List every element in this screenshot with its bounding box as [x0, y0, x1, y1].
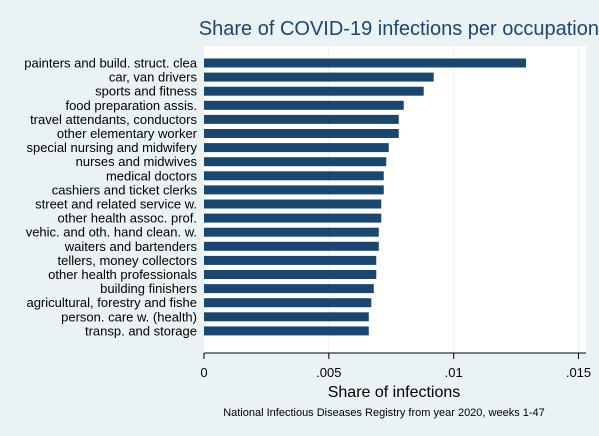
category-label: sports and fitness	[95, 84, 197, 99]
bar	[204, 185, 384, 195]
category-label: waiters and bartenders	[64, 239, 198, 254]
bar	[204, 58, 527, 68]
category-label: nurses and midwives	[76, 154, 198, 169]
category-label: cashiers and ticket clerks	[52, 182, 198, 197]
bar	[204, 171, 384, 181]
category-label: other health professionals	[48, 267, 197, 282]
category-label: agricultural, forestry and fishe	[26, 295, 197, 310]
category-label: tellers, money collectors	[58, 253, 198, 268]
bar	[204, 326, 369, 336]
x-tick-label: .005	[316, 365, 341, 380]
bar	[204, 72, 434, 82]
category-label: person. care w. (health)	[61, 309, 197, 324]
x-tick-label: .01	[445, 365, 463, 380]
x-tick-label: 0	[200, 365, 207, 380]
bar	[204, 255, 377, 265]
chart-note: National Infectious Diseases Registry fr…	[223, 407, 545, 419]
bar	[204, 100, 404, 110]
bar	[204, 284, 374, 294]
bars	[204, 58, 527, 336]
x-tick-label: .015	[566, 365, 591, 380]
bar	[204, 114, 399, 124]
bar	[204, 227, 379, 237]
category-label: other health assoc. prof.	[58, 211, 197, 226]
category-label: painters and build. struct. clea	[24, 56, 197, 71]
bar	[204, 86, 424, 96]
category-label: special nursing and midwifery	[26, 140, 197, 155]
bar	[204, 298, 372, 308]
x-axis-label: Share of infections	[328, 384, 461, 401]
bar	[204, 213, 382, 223]
bar	[204, 312, 369, 322]
chart-title: Share of COVID-19 infections per occupat…	[199, 18, 599, 40]
bar	[204, 143, 389, 153]
bar	[204, 199, 382, 209]
category-label: vehic. and oth. hand clean. w.	[26, 225, 197, 240]
category-label: street and related service w.	[35, 197, 197, 212]
bar	[204, 157, 387, 167]
category-label: travel attendants, conductors	[30, 112, 197, 127]
bar	[204, 241, 379, 251]
category-label: medical doctors	[106, 168, 198, 183]
category-label: building finishers	[100, 281, 197, 296]
category-label: other elementary worker	[57, 126, 198, 141]
category-label: car, van drivers	[109, 70, 198, 85]
bar	[204, 129, 399, 138]
category-label: transp. and storage	[85, 323, 197, 338]
bar	[204, 270, 377, 279]
x-axis-ticks: 0 .005 .01 .015	[200, 353, 591, 380]
category-label: food preparation assis.	[65, 98, 197, 113]
